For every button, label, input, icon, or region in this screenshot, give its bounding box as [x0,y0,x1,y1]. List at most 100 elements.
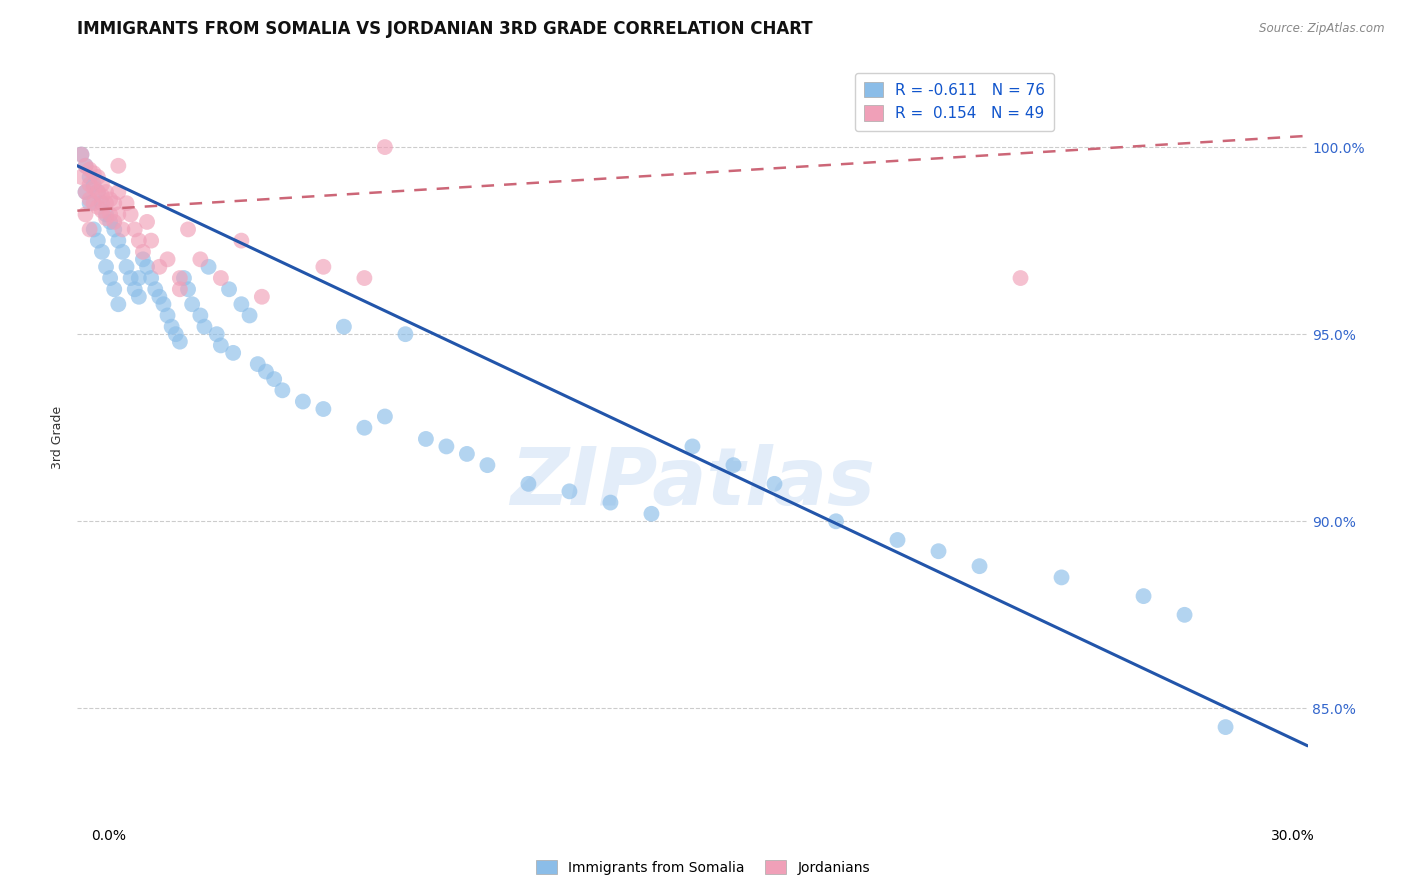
Point [79,178,101,192]
Point [87,185,110,199]
Point [254,365,277,379]
Point [83,196,105,211]
Point [415,432,437,446]
Point [94,185,117,199]
Point [1215,720,1237,734]
Point [231,297,253,311]
Point [94,260,117,274]
Point [111,244,134,259]
Point [231,234,253,248]
Point [87,200,110,214]
Point [723,458,745,472]
Point [197,260,219,274]
Point [141,234,163,248]
Point [132,252,155,267]
Point [394,327,416,342]
Point [83,181,105,195]
Point [886,533,908,547]
Point [148,290,170,304]
Point [70,169,93,184]
Point [1174,607,1197,622]
Point [640,507,662,521]
Point [120,207,142,221]
Point [107,234,129,248]
Point [83,222,105,236]
Point [111,222,134,236]
Point [75,159,97,173]
Point [98,271,121,285]
Point [763,476,786,491]
Point [75,185,97,199]
Point [436,439,458,453]
Point [374,140,396,154]
Point [333,319,356,334]
Point [103,222,125,236]
Point [291,394,314,409]
Point [75,207,97,221]
Point [374,409,396,424]
Point [75,185,97,199]
Y-axis label: 3rd Grade: 3rd Grade [51,406,65,468]
Point [136,215,159,229]
Point [177,222,200,236]
Point [263,372,285,386]
Point [271,384,294,398]
Point [128,290,150,304]
Text: IMMIGRANTS FROM SOMALIA VS JORDANIAN 3RD GRADE CORRELATION CHART: IMMIGRANTS FROM SOMALIA VS JORDANIAN 3RD… [77,21,813,38]
Point [1010,271,1032,285]
Point [969,559,991,574]
Point [98,207,121,221]
Point [156,252,179,267]
Point [169,282,191,296]
Point [103,282,125,296]
Point [124,282,146,296]
Point [177,282,200,296]
Point [103,196,125,211]
Point [94,207,117,221]
Point [599,495,621,509]
Text: Source: ZipAtlas.com: Source: ZipAtlas.com [1260,22,1385,36]
Point [79,193,101,207]
Point [90,188,114,202]
Point [169,334,191,349]
Point [79,222,101,236]
Point [205,327,228,342]
Point [246,357,269,371]
Point [160,319,183,334]
Point [79,169,101,184]
Point [188,309,212,323]
Point [87,185,110,199]
Point [148,260,170,274]
Point [156,309,179,323]
Point [107,297,129,311]
Text: ZIPatlas: ZIPatlas [510,444,875,522]
Point [98,193,121,207]
Point [456,447,478,461]
Point [70,147,93,161]
Text: 30.0%: 30.0% [1271,829,1315,843]
Point [1050,570,1073,584]
Point [83,178,105,192]
Point [87,169,110,184]
Point [94,196,117,211]
Point [312,402,335,417]
Point [120,271,142,285]
Point [181,297,204,311]
Point [169,271,191,285]
Point [90,244,114,259]
Point [75,159,97,173]
Point [188,252,212,267]
Point [98,215,121,229]
Point [239,309,262,323]
Point [115,196,138,211]
Point [825,514,848,528]
Point [165,327,187,342]
Point [312,260,335,274]
Point [70,147,93,161]
Point [477,458,499,472]
Point [107,159,129,173]
Point [79,162,101,177]
Point [87,234,110,248]
Point [682,439,704,453]
Point [90,203,114,218]
